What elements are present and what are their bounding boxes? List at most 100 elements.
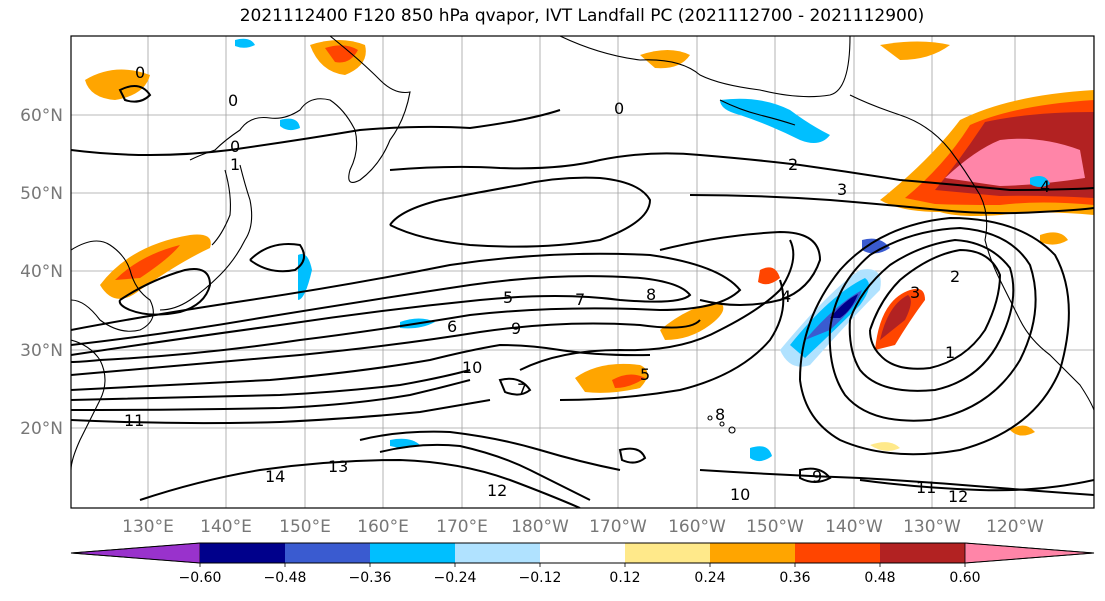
latitude-label: 40°N — [20, 262, 63, 282]
longitude-label: 150°W — [746, 517, 804, 537]
latitude-label: 30°N — [20, 341, 63, 361]
colorbar-ticks: −0.60 −0.48 −0.36 −0.24 −0.12 0.12 0.24 0.36 0.4… — [179, 563, 981, 586]
longitude-label: 130°W — [903, 517, 961, 537]
contour-line — [71, 109, 561, 156]
colorbar-segment — [285, 543, 371, 563]
contour-line — [699, 469, 1094, 496]
contour-line — [71, 252, 742, 363]
contour-label: 3 — [910, 283, 920, 302]
map-panel — [71, 36, 1094, 508]
contour-label: 10 — [462, 358, 482, 377]
colorbar — [70, 542, 1095, 564]
positive-anomaly-region — [612, 374, 645, 388]
contour-label: 8 — [715, 405, 725, 424]
contour-line — [118, 268, 212, 316]
colorbar-segment — [710, 543, 796, 563]
colorbar-extend-high — [964, 542, 1095, 564]
longitude-label: 140°W — [825, 517, 883, 537]
negative-anomaly-region — [750, 446, 772, 462]
contour-label: 2 — [788, 155, 798, 174]
contour-label: 14 — [265, 467, 285, 486]
positive-anomaly-region — [880, 41, 950, 60]
contour-label: 0 — [135, 63, 145, 82]
contour-label: 1 — [230, 155, 240, 174]
contour-label: 4 — [781, 287, 791, 306]
island — [728, 426, 736, 434]
longitude-label: 120°W — [986, 517, 1044, 537]
positive-anomaly-region — [325, 45, 358, 63]
contour-line — [828, 226, 1037, 422]
coastline-north-america — [1019, 319, 1094, 411]
contour-label: 12 — [948, 487, 968, 506]
colorbar-segment — [540, 543, 626, 563]
negative-anomaly-region — [862, 238, 890, 254]
colorbar-segment — [795, 543, 881, 563]
colorbar-tick-label: 0.48 — [864, 570, 895, 586]
colorbar-tick-label: −0.12 — [519, 570, 562, 586]
longitude-label: 130°E — [122, 517, 174, 537]
positive-anomaly-region — [880, 295, 911, 340]
coastline-aleutian — [719, 99, 796, 126]
contour-label: 7 — [517, 380, 527, 399]
colorbar-segment — [370, 543, 456, 563]
longitude-label: 160°E — [357, 517, 409, 537]
colorbar-segment — [880, 543, 966, 563]
contour-label: 7 — [575, 290, 585, 309]
contour-line — [389, 152, 1094, 192]
coastline-asia — [71, 240, 154, 332]
colorbar-segment — [200, 543, 286, 563]
contour-line — [71, 399, 491, 425]
latitude-labels: 60°N 50°N 40°N 30°N 20°N — [20, 106, 63, 439]
positive-anomaly-region — [1010, 425, 1035, 436]
negative-anomaly-region — [1030, 176, 1050, 187]
contour-line — [859, 479, 1094, 492]
colorbar-tick-label: 0.60 — [949, 570, 980, 586]
colorbar-tick-label: −0.36 — [349, 570, 392, 586]
contour-label: 11 — [916, 478, 936, 497]
positive-anomaly-region — [945, 138, 1085, 186]
contour-line — [379, 443, 591, 501]
colorbar-tick-label: −0.60 — [179, 570, 222, 586]
longitude-label: 160°W — [668, 517, 726, 537]
contour-label: 2 — [950, 267, 960, 286]
colorbar-tick-label: −0.48 — [264, 570, 307, 586]
contour-line — [71, 275, 692, 356]
longitude-label: 170°W — [589, 517, 647, 537]
contour-line — [519, 239, 795, 371]
colorbar-tick-label: 0.36 — [779, 570, 810, 586]
contour-label: 12 — [487, 481, 507, 500]
longitude-labels: 130°E 140°E 150°E 160°E 170°E 180°W 170°W 160°W… — [122, 517, 1044, 537]
contour-line — [498, 377, 532, 396]
coastline-japan — [211, 169, 231, 246]
contour-line — [869, 248, 1002, 370]
contour-label: 9 — [511, 319, 521, 338]
contour-label: 11 — [124, 411, 144, 430]
map-border — [70, 35, 1095, 509]
positive-anomaly-region — [660, 302, 724, 340]
contour-label: 0 — [228, 91, 238, 110]
contour-line — [139, 458, 581, 508]
map-title: 2021112400 F120 850 hPa qvapor, IVT Land… — [239, 6, 925, 26]
contour-label: 0 — [614, 99, 624, 118]
contour-line — [799, 467, 832, 483]
positive-anomaly-region — [115, 245, 180, 280]
negative-anomaly-region — [235, 38, 255, 48]
negative-anomaly-region — [280, 118, 300, 131]
contour-label: 6 — [447, 317, 457, 336]
longitude-label: 150°E — [279, 517, 331, 537]
contour-label: 5 — [503, 288, 513, 307]
contour-line — [118, 85, 152, 103]
contour-label: 4 — [1040, 177, 1050, 196]
colorbar-tick-label: −0.24 — [434, 570, 477, 586]
contour-line — [848, 238, 1015, 392]
latitude-label: 20°N — [20, 419, 63, 439]
contour-line — [71, 343, 651, 391]
positive-anomaly-region — [870, 442, 900, 451]
colorbar-extend-low — [70, 542, 201, 564]
contour-line — [618, 447, 647, 464]
contour-line — [559, 279, 785, 401]
negative-anomaly-region — [720, 98, 830, 144]
coastline-japan — [159, 164, 253, 311]
latitude-label: 50°N — [20, 184, 63, 204]
